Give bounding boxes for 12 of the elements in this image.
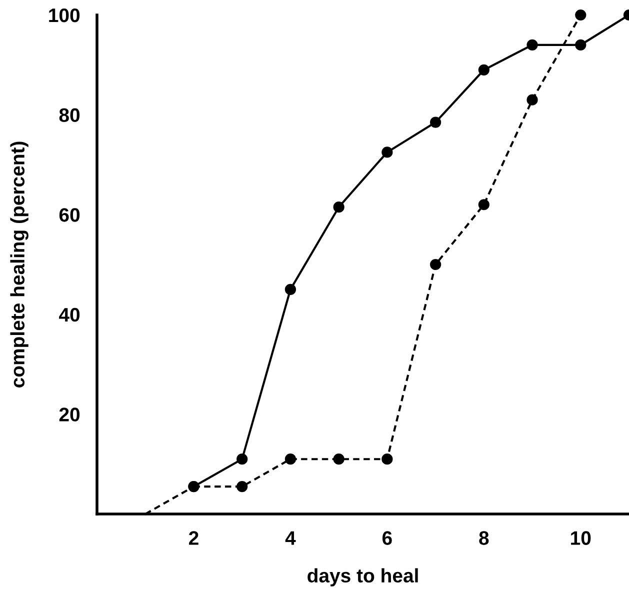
y-tick-label: 80 — [59, 108, 80, 122]
x-tick-label: 2 — [188, 531, 198, 545]
y-axis-title: complete healing (percent) — [10, 142, 28, 388]
y-tick-label: 40 — [59, 308, 80, 322]
x-tick-label: 6 — [382, 531, 392, 545]
y-tick-label: 20 — [59, 408, 80, 422]
y-tick-label: 60 — [59, 208, 80, 222]
x-tick-label: 8 — [479, 531, 489, 545]
x-axis-title: days to heal — [308, 568, 418, 586]
y-tick-label: 100 — [49, 8, 80, 22]
x-tick-label: 4 — [285, 531, 296, 545]
x-tick-label: 10 — [571, 531, 591, 545]
